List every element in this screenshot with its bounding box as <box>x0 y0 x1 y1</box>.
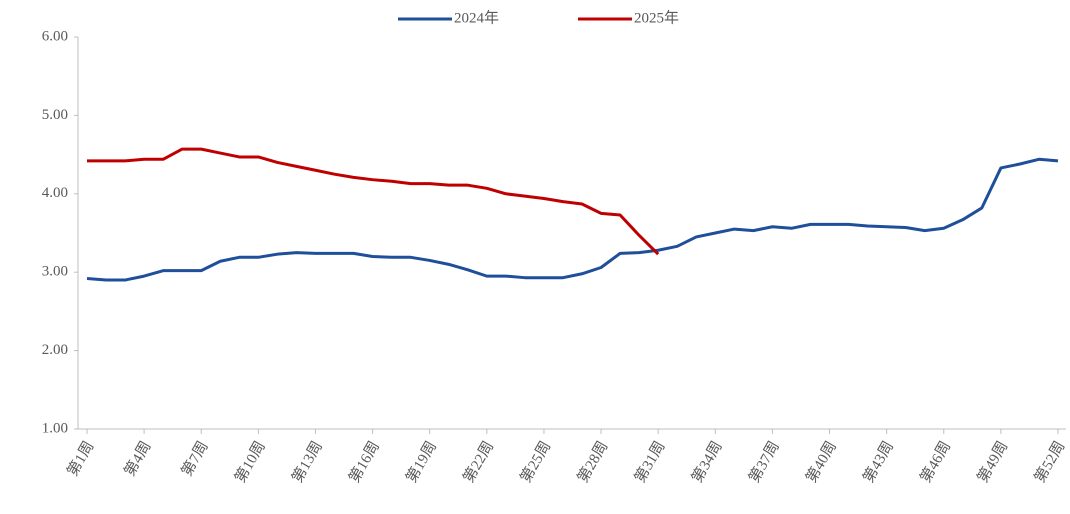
x-tick-label: 第13周 <box>288 438 326 486</box>
x-tick-label: 第43周 <box>859 438 897 486</box>
x-tick-label: 第34周 <box>688 438 726 486</box>
y-tick-label: 3.00 <box>42 264 68 280</box>
legend-label: 2025年 <box>634 9 679 26</box>
x-tick-label: 第46周 <box>916 438 954 486</box>
x-tick-label: 第16周 <box>345 438 383 486</box>
x-tick-label: 第52周 <box>1030 438 1068 486</box>
y-tick-label: 4.00 <box>42 185 68 201</box>
y-tick-label: 2.00 <box>42 342 68 358</box>
x-tick-label: 第1周 <box>63 438 97 479</box>
y-tick-label: 6.00 <box>42 28 68 44</box>
y-tick-label: 5.00 <box>42 107 68 123</box>
x-tick-label: 第7周 <box>177 438 211 479</box>
x-tick-label: 第28周 <box>573 438 611 486</box>
x-tick-label: 第19周 <box>402 438 440 486</box>
x-tick-label: 第25周 <box>516 438 554 486</box>
line-series <box>86 157 1059 282</box>
x-tick-label: 第37周 <box>745 438 783 486</box>
line-series <box>87 147 660 256</box>
x-tick-label: 第10周 <box>231 438 269 486</box>
x-tick-label: 第49周 <box>973 438 1011 486</box>
x-tick-label: 第40周 <box>802 438 840 486</box>
x-tick-label: 第4周 <box>120 438 154 479</box>
legend-label: 2024年 <box>454 9 499 26</box>
x-tick-label: 第31周 <box>631 438 669 486</box>
x-tick-label: 第22周 <box>459 438 497 486</box>
y-tick-label: 1.00 <box>42 420 68 436</box>
